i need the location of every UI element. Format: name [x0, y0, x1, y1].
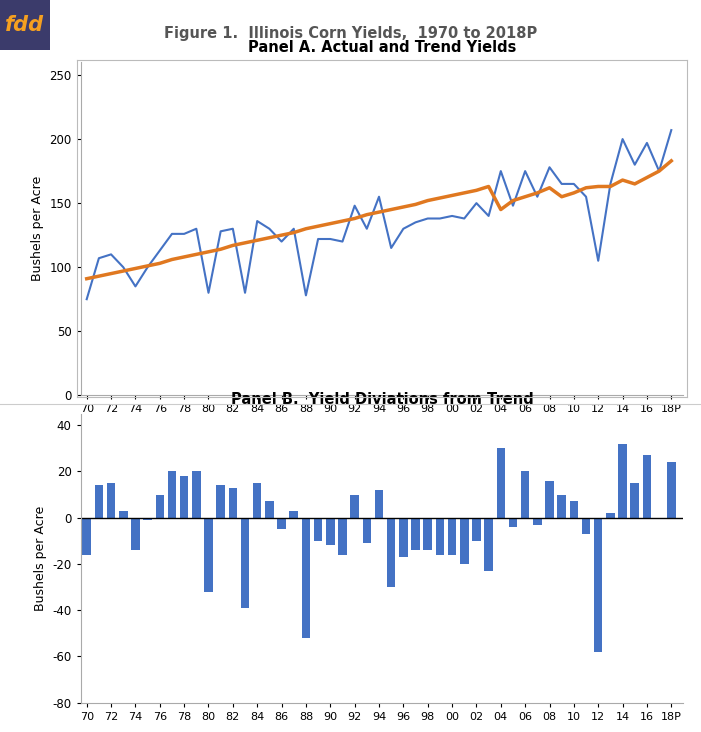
Y-axis label: Bushels per Acre: Bushels per Acre	[34, 506, 47, 610]
Bar	[131, 518, 139, 550]
Bar	[582, 518, 590, 534]
Bar	[630, 483, 639, 518]
Bar	[667, 462, 676, 518]
Title: Panel A. Actual and Trend Yields: Panel A. Actual and Trend Yields	[248, 40, 516, 56]
Bar	[326, 518, 334, 545]
Bar	[399, 518, 407, 557]
Text: Figure 1.  Illinois Corn Yields,  1970 to 2018P: Figure 1. Illinois Corn Yields, 1970 to …	[164, 26, 537, 40]
Bar	[143, 518, 152, 520]
Bar	[229, 488, 237, 518]
Bar	[509, 518, 517, 527]
Bar	[484, 518, 493, 571]
Bar	[290, 511, 298, 518]
Y-axis label: Bushels per Acre: Bushels per Acre	[31, 176, 43, 281]
Bar	[156, 495, 164, 518]
Bar	[411, 518, 420, 550]
Bar	[606, 513, 615, 518]
Bar	[240, 518, 250, 608]
Bar	[545, 481, 554, 518]
Bar	[168, 471, 176, 518]
Bar	[83, 518, 91, 555]
Bar	[204, 518, 213, 591]
Bar	[278, 518, 286, 529]
Bar	[387, 518, 395, 587]
Bar	[119, 511, 128, 518]
Text: fdd: fdd	[6, 15, 44, 35]
Bar	[618, 444, 627, 518]
Bar	[301, 518, 310, 638]
Title: Panel B.  Yield Diviations from Trend: Panel B. Yield Diviations from Trend	[231, 392, 533, 407]
Bar	[265, 501, 273, 518]
Bar	[253, 483, 261, 518]
Bar	[314, 518, 322, 541]
Bar	[180, 476, 189, 518]
Bar	[107, 483, 116, 518]
Bar	[472, 518, 481, 541]
Bar	[192, 471, 200, 518]
Bar	[533, 518, 542, 525]
Bar	[338, 518, 347, 555]
Bar	[643, 455, 651, 518]
Bar	[496, 448, 505, 518]
Bar	[448, 518, 456, 555]
Bar	[362, 518, 371, 543]
Bar	[217, 485, 225, 518]
Bar	[435, 518, 444, 555]
Bar	[375, 490, 383, 518]
X-axis label: Year: Year	[368, 420, 396, 433]
Bar	[350, 495, 359, 518]
Bar	[95, 485, 103, 518]
Bar	[521, 471, 529, 518]
Bar	[557, 495, 566, 518]
Bar	[460, 518, 468, 564]
Bar	[594, 518, 602, 651]
Bar	[570, 501, 578, 518]
Bar	[423, 518, 432, 550]
